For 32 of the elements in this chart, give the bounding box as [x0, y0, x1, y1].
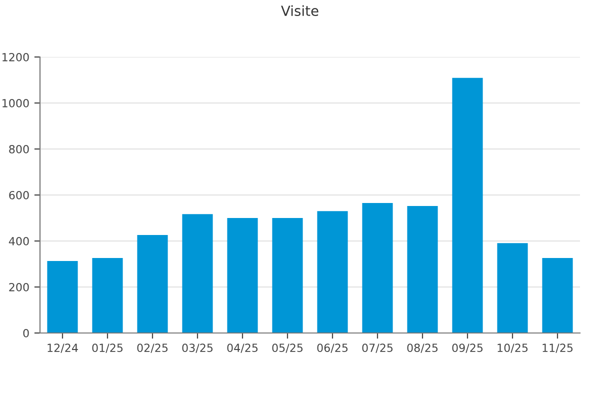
x-tick-label: 01/25	[92, 344, 123, 353]
x-tick-label: 08/25	[407, 344, 438, 353]
bar	[137, 235, 168, 333]
x-tick-label: 03/25	[182, 344, 213, 353]
bar	[227, 218, 258, 333]
bar	[317, 211, 348, 333]
bar	[542, 258, 573, 333]
bar	[497, 243, 528, 333]
y-tick-label: 1000	[2, 98, 29, 108]
x-tick-label: 06/25	[317, 344, 348, 353]
x-tick-label: 07/25	[362, 344, 393, 353]
x-tick-label: 04/25	[227, 344, 258, 353]
x-tick-label: 10/25	[498, 344, 528, 353]
bar	[362, 203, 393, 333]
y-tick-label: 200	[9, 282, 29, 292]
y-tick-label: 400	[8, 236, 29, 246]
bar	[407, 206, 438, 333]
x-tick-label: 02/25	[137, 344, 168, 353]
y-tick-label: 600	[9, 190, 29, 200]
y-tick-label: 1200	[2, 52, 29, 62]
y-tick-label: 0	[23, 328, 29, 338]
x-tick-label: 05/25	[272, 344, 303, 353]
x-tick-label: 11/25	[542, 344, 573, 353]
x-tick-label: 12/24	[48, 344, 78, 353]
x-tick-label: 09/25	[452, 344, 483, 353]
bar	[47, 261, 78, 333]
y-tick-label: 800	[9, 144, 29, 154]
bar	[272, 218, 303, 333]
bar	[92, 258, 123, 333]
bar	[182, 214, 213, 333]
bar	[452, 78, 483, 333]
chart-title: Visite	[281, 5, 318, 16]
